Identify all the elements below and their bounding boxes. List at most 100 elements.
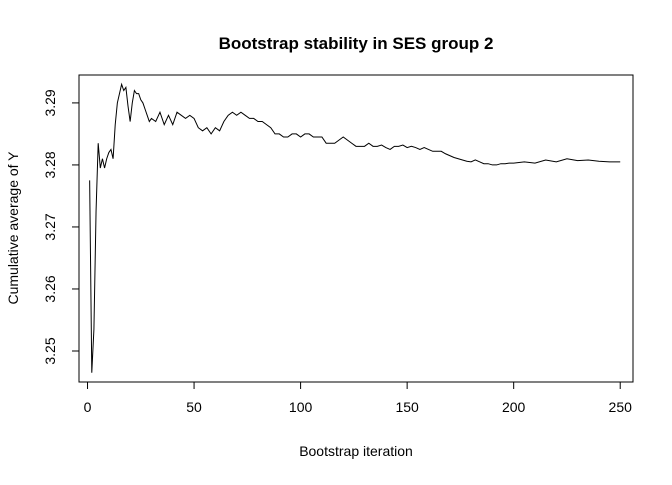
data-point (228, 115, 229, 116)
data-point (458, 158, 459, 159)
data-point (279, 133, 280, 134)
data-point (496, 164, 497, 165)
data-point (155, 121, 156, 122)
data-point (110, 149, 111, 150)
data-point (168, 115, 169, 116)
data-point (492, 164, 493, 165)
data-point (368, 143, 369, 144)
data-point (377, 146, 378, 147)
y-axis: 3.25 3.26 3.27 3.28 3.29 (42, 89, 80, 365)
data-point (330, 143, 331, 144)
data-point (338, 140, 339, 141)
data-point (93, 329, 94, 330)
data-point (149, 121, 150, 122)
data-point (253, 118, 254, 119)
data-point (104, 167, 105, 168)
data-point (291, 133, 292, 134)
data-point (534, 162, 535, 163)
data-point (91, 372, 92, 373)
data-point (449, 155, 450, 156)
data-point (257, 121, 258, 122)
data-point (115, 124, 116, 125)
x-tick-label: 250 (609, 399, 633, 415)
data-point (232, 112, 233, 113)
data-point (98, 143, 99, 144)
data-point (270, 127, 271, 128)
x-tick-label: 50 (186, 399, 202, 415)
data-point (206, 127, 207, 128)
data-point (89, 180, 90, 181)
data-point (577, 160, 578, 161)
data-point (488, 163, 489, 164)
data-point (164, 124, 165, 125)
data-point (123, 90, 124, 91)
data-point (142, 102, 143, 103)
y-tick-label: 3.25 (42, 337, 58, 364)
data-point (172, 124, 173, 125)
data-point (385, 147, 386, 148)
data-point (620, 161, 621, 162)
data-point (364, 146, 365, 147)
data-point (108, 152, 109, 153)
x-tick-label: 150 (395, 399, 419, 415)
data-point (588, 159, 589, 160)
data-point (466, 161, 467, 162)
data-point (445, 153, 446, 154)
data-point (193, 118, 194, 119)
data-point (262, 121, 263, 122)
data-point (441, 151, 442, 152)
data-point (609, 161, 610, 162)
data-point (470, 161, 471, 162)
data-point (343, 136, 344, 137)
data-point (372, 146, 373, 147)
data-point (419, 149, 420, 150)
data-point (462, 159, 463, 160)
data-point (505, 163, 506, 164)
data-point (121, 84, 122, 85)
data-point (304, 133, 305, 134)
data-point (326, 143, 327, 144)
data-point (176, 112, 177, 113)
data-point (287, 136, 288, 137)
data-point (351, 143, 352, 144)
data-point (334, 143, 335, 144)
data-point (432, 151, 433, 152)
data-point (398, 146, 399, 147)
data-point (223, 121, 224, 122)
data-point (296, 133, 297, 134)
data-point (317, 136, 318, 137)
data-point (249, 118, 250, 119)
data-point (189, 115, 190, 116)
data-point (509, 162, 510, 163)
data-point (215, 127, 216, 128)
data-point (198, 127, 199, 128)
data-point (402, 144, 403, 145)
data-point (355, 146, 356, 147)
data-point (236, 115, 237, 116)
data-point (360, 146, 361, 147)
chart-title: Bootstrap stability in SES group 2 (219, 34, 494, 53)
data-point (151, 118, 152, 119)
data-point (117, 102, 118, 103)
data-point (283, 136, 284, 137)
y-tick-label: 3.27 (42, 213, 58, 240)
series-points (89, 84, 621, 374)
data-point (125, 87, 126, 88)
data-point (453, 157, 454, 158)
data-point (411, 146, 412, 147)
data-point (119, 93, 120, 94)
data-point (127, 105, 128, 106)
x-axis: 0 50 100 150 200 250 (84, 381, 633, 415)
data-point (524, 161, 525, 162)
data-point (266, 124, 267, 125)
x-tick-label: 0 (84, 399, 92, 415)
data-point (381, 144, 382, 145)
data-point (100, 167, 101, 168)
y-tick-label: 3.28 (42, 151, 58, 178)
series-line (89, 82, 621, 373)
data-point (136, 93, 137, 94)
data-point (132, 102, 133, 103)
y-tick-label: 3.29 (42, 89, 58, 116)
